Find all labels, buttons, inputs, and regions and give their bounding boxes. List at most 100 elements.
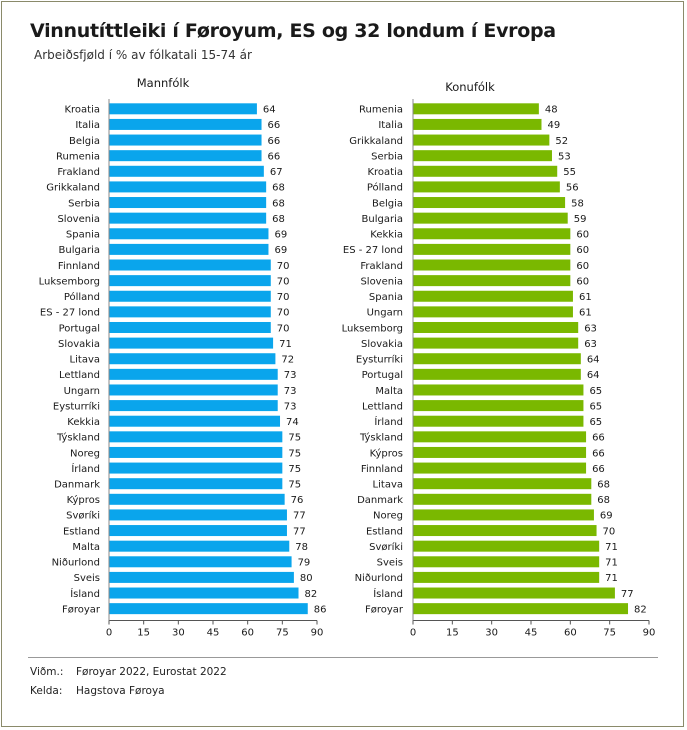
men-category-label: Frakland [57,167,100,178]
women-category-label: Kekkia [370,230,403,241]
men-bar [109,197,267,209]
men-value-label: 80 [300,573,313,584]
women-value-label: 63 [584,339,597,350]
men-category-label: Kýpros [67,494,100,506]
women-category-label: Estland [366,526,403,537]
women-value-label: 71 [605,558,618,569]
women-bar [413,150,552,162]
men-bar [109,275,271,287]
women-bar [413,587,615,599]
men-value-label: 66 [268,120,281,131]
women-value-label: 65 [589,417,602,428]
women-bar [413,197,566,209]
men-bar [109,306,271,318]
women-bar [413,415,584,427]
women-value-label: 55 [563,167,576,178]
men-x-tick-label: 60 [241,627,254,638]
women-value-label: 60 [576,230,589,241]
men-bar [109,400,278,412]
men-value-label: 73 [284,370,297,381]
men-category-label: Spania [66,230,100,241]
men-category-label: Niðurlond [52,558,100,569]
women-bar [413,259,571,271]
women-value-label: 60 [576,261,589,272]
women-bar [413,228,571,240]
men-bar [109,587,299,599]
women-value-label: 64 [587,370,600,381]
men-category-label: Ísland [70,587,100,600]
women-value-label: 66 [592,448,605,459]
men-category-label: ES - 27 lond [40,308,100,319]
men-value-label: 82 [305,589,318,600]
women-category-label: ES - 27 lond [343,245,403,256]
women-value-label: 53 [558,151,571,162]
men-category-label: Finnland [58,261,100,272]
men-value-label: 75 [288,464,301,475]
men-category-label: Ungarn [64,386,100,397]
women-value-label: 68 [597,495,610,506]
women-category-label: Luksemborg [342,323,403,334]
women-x-tick-label: 75 [603,627,616,638]
women-value-label: 70 [603,526,616,537]
men-category-label: Pólland [64,291,100,303]
men-bar [109,462,283,474]
women-category-label: Bulgaria [362,214,403,225]
women-bar [413,353,581,365]
women-value-label: 65 [589,386,602,397]
women-value-label: 71 [605,542,618,553]
chart-title: Vinnutíttleiki í Føroyum, ES og 32 londu… [30,20,556,42]
women-category-label: Portugal [362,370,403,381]
men-value-label: 70 [277,261,290,272]
men-bar [109,415,281,427]
women-category-label: Eysturríki [356,354,403,366]
men-category-label: Malta [72,542,100,553]
men-bar [109,321,271,333]
men-bar [109,556,292,568]
men-bar [109,540,290,552]
women-value-label: 56 [566,183,579,194]
women-category-label: Føroyar [365,604,404,615]
women-category-label: Litava [373,479,403,490]
men-bar [109,525,287,537]
men-category-label: Kroatia [64,105,100,116]
men-bar [109,212,267,224]
women-bar [413,556,600,568]
women-value-label: 61 [579,308,592,319]
women-category-label: Malta [375,386,403,397]
women-bar [413,243,571,255]
footer-note: Viðm.: Føroyar 2022, Eurostat 2022 [30,666,227,678]
men-bar [109,603,308,615]
women-value-label: 68 [597,479,610,490]
footer-source-text: Hagstova Føroya [76,685,165,697]
men-value-label: 68 [272,183,285,194]
men-value-label: 75 [288,448,301,459]
men-value-label: 86 [314,604,327,615]
men-category-label: Týskland [56,432,100,444]
women-category-label: Sveis [377,558,403,569]
women-bar [413,446,587,458]
women-bar [413,525,597,537]
women-category-label: Lettland [362,401,403,412]
women-bar [413,493,592,505]
men-value-label: 77 [293,511,306,522]
women-bar [413,478,592,490]
women-value-label: 71 [605,573,618,584]
men-value-label: 66 [268,136,281,147]
women-category-label: Kýpros [370,447,403,459]
men-value-label: 78 [295,542,308,553]
women-bar [413,165,558,177]
women-bar [413,462,587,474]
women-category-label: Svøríki [369,541,403,553]
men-value-label: 68 [272,214,285,225]
footer-note-label: Viðm.: [30,666,64,678]
chart-subtitle: Arbeiðsfjøld í % av fólkatali 15-74 ár [34,48,252,62]
men-category-label: Portugal [59,323,100,334]
men-bar [109,509,287,521]
footer-divider [28,657,658,658]
women-category-label: Týskland [359,432,403,444]
women-bar [413,571,600,583]
men-category-label: Sveis [74,573,100,584]
men-bar [109,259,271,271]
men-category-label: Slovakia [58,339,100,350]
